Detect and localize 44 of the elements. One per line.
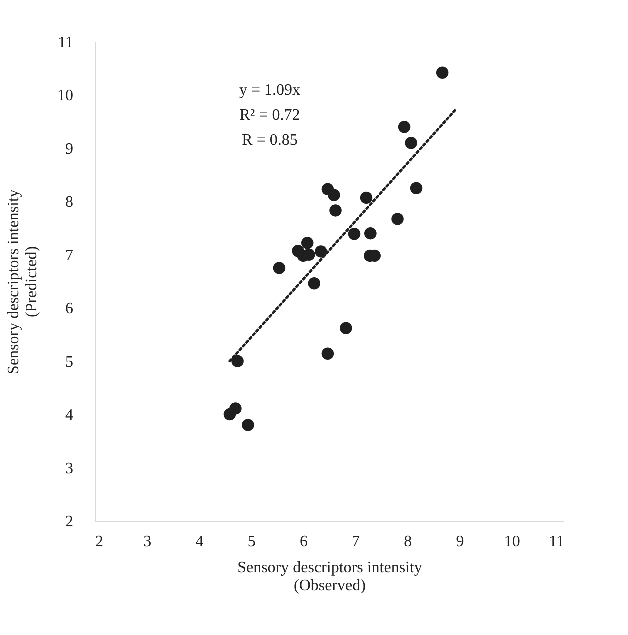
point <box>360 192 373 204</box>
x-tick-label: 10 <box>504 534 520 550</box>
annotation: R = 0.85 <box>242 132 298 149</box>
y-axis-title: Sensory descriptors intensity (Predicted) <box>6 190 40 374</box>
annotation: y = 1.09x <box>239 82 301 99</box>
point <box>242 419 254 432</box>
point <box>301 237 314 250</box>
point <box>232 355 244 368</box>
point <box>348 228 361 240</box>
point <box>328 189 340 202</box>
y-tick-label: 2 <box>66 514 74 530</box>
point <box>398 121 411 134</box>
point <box>224 408 236 421</box>
y-tick-label: 6 <box>66 300 74 318</box>
point <box>410 182 423 194</box>
x-tick-label: 2 <box>96 534 104 550</box>
x-tick-label: 7 <box>352 534 360 550</box>
y-tick-label: 11 <box>58 34 74 52</box>
point <box>364 227 377 240</box>
point <box>273 262 286 274</box>
x-tick-label: 6 <box>300 534 308 550</box>
y-tick-label: 3 <box>66 460 74 478</box>
point <box>405 137 418 150</box>
x-axis-title: Sensory descriptors intensity (Observed) <box>238 560 422 594</box>
x-tick-label: 8 <box>404 534 412 550</box>
x-tick-label: 5 <box>248 534 256 550</box>
point <box>322 348 334 360</box>
point <box>340 322 352 334</box>
y-tick-label: 5 <box>66 354 74 371</box>
x-tick-label: 3 <box>144 534 152 550</box>
y-tick-label: 4 <box>66 407 74 424</box>
y-tick-label: 10 <box>58 88 74 105</box>
point <box>308 278 321 290</box>
point <box>315 246 328 258</box>
y-tick-label: 7 <box>66 247 74 264</box>
x-tick-label: 11 <box>549 534 564 550</box>
y-tick-label: 8 <box>66 194 74 212</box>
x-tick-label: 4 <box>196 534 204 550</box>
point <box>436 66 449 79</box>
point <box>330 204 342 217</box>
x-tick-label: 9 <box>456 534 464 550</box>
y-tick-label: 9 <box>66 140 74 158</box>
annotation: R² = 0.72 <box>240 107 300 124</box>
point <box>392 213 404 226</box>
